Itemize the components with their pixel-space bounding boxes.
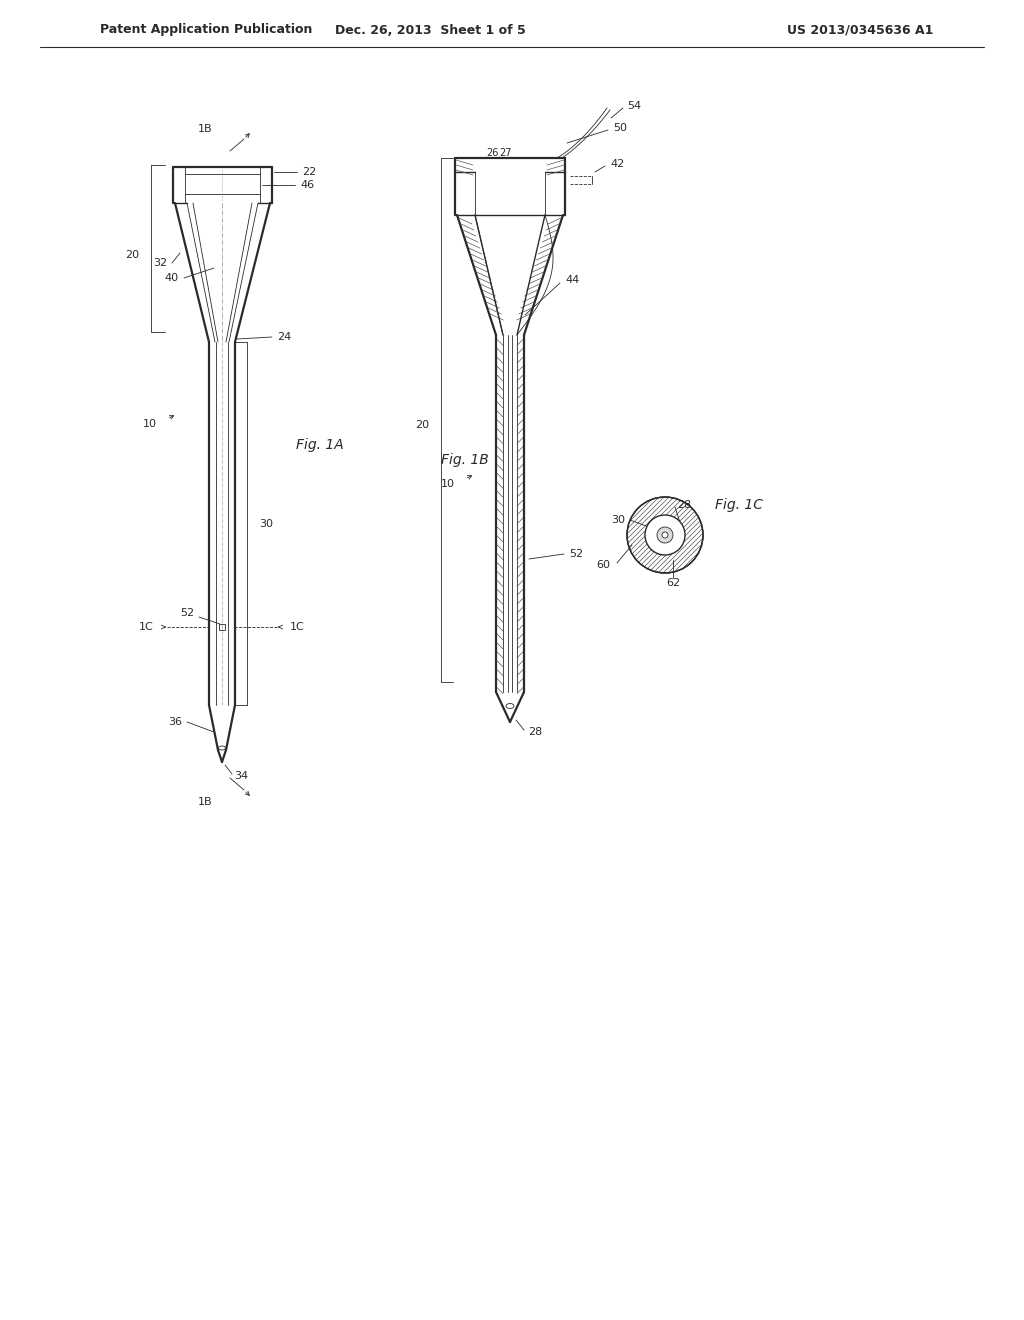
Text: Dec. 26, 2013  Sheet 1 of 5: Dec. 26, 2013 Sheet 1 of 5: [335, 24, 525, 37]
Text: 30: 30: [259, 519, 273, 529]
Text: 36: 36: [168, 717, 182, 727]
Text: 1C: 1C: [139, 622, 154, 632]
Circle shape: [645, 515, 685, 554]
Text: 1B: 1B: [198, 797, 212, 807]
Text: 60: 60: [596, 560, 610, 570]
Text: Fig. 1C: Fig. 1C: [715, 498, 763, 512]
Text: 10: 10: [143, 418, 157, 429]
Text: 40: 40: [165, 273, 179, 282]
Circle shape: [657, 527, 673, 543]
Text: 50: 50: [613, 123, 627, 133]
Text: 26: 26: [485, 148, 499, 158]
Text: 62: 62: [666, 578, 680, 587]
Text: 44: 44: [565, 275, 580, 285]
Text: 42: 42: [610, 158, 625, 169]
Text: 52: 52: [180, 609, 194, 618]
Text: 52: 52: [569, 549, 583, 558]
Text: 1B: 1B: [198, 124, 212, 135]
Text: 22: 22: [302, 168, 316, 177]
Text: 27: 27: [499, 148, 511, 158]
Text: US 2013/0345636 A1: US 2013/0345636 A1: [786, 24, 933, 37]
Text: 20: 20: [125, 249, 139, 260]
Text: Patent Application Publication: Patent Application Publication: [100, 24, 312, 37]
Text: 46: 46: [300, 180, 314, 190]
Text: 10: 10: [441, 479, 455, 488]
Text: 28: 28: [677, 500, 691, 510]
Text: Fig. 1A: Fig. 1A: [296, 438, 344, 451]
Bar: [219, 624, 225, 630]
Text: 1C: 1C: [290, 622, 305, 632]
Text: 24: 24: [278, 333, 291, 342]
Text: 34: 34: [234, 771, 248, 781]
Text: Fig. 1B: Fig. 1B: [441, 453, 488, 467]
Text: 28: 28: [528, 727, 543, 737]
Text: 32: 32: [153, 257, 167, 268]
Text: 54: 54: [627, 102, 641, 111]
Text: 30: 30: [611, 515, 625, 525]
Circle shape: [662, 532, 668, 539]
Text: 20: 20: [415, 420, 429, 430]
